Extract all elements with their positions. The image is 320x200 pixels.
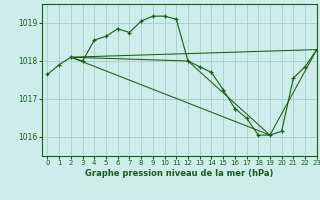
X-axis label: Graphe pression niveau de la mer (hPa): Graphe pression niveau de la mer (hPa) [85,169,273,178]
